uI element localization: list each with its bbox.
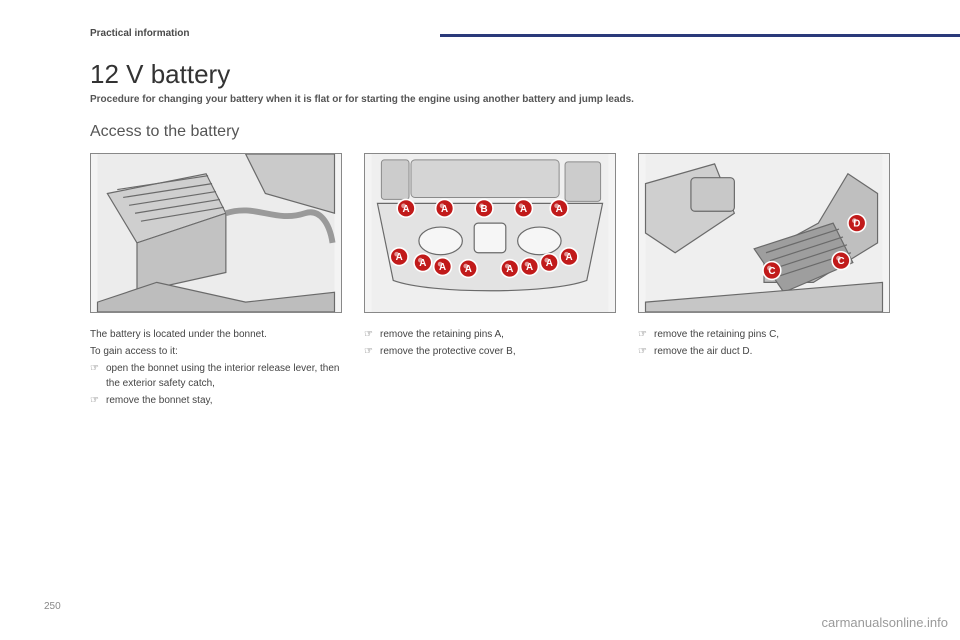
pin-A: A xyxy=(501,260,519,278)
col1-text: The battery is located under the bonnet.… xyxy=(90,327,342,410)
svg-text:A: A xyxy=(403,204,410,215)
list-item: open the bonnet using the interior relea… xyxy=(90,361,342,391)
pin-D: D xyxy=(848,214,866,232)
svg-text:A: A xyxy=(465,264,472,275)
pin-B: B xyxy=(475,199,493,217)
pin-A: A xyxy=(550,199,568,217)
column-1: The battery is located under the bonnet.… xyxy=(90,153,342,410)
svg-text:A: A xyxy=(506,264,513,275)
svg-text:A: A xyxy=(441,204,448,215)
svg-text:A: A xyxy=(526,262,533,273)
svg-text:B: B xyxy=(481,204,488,215)
col3-text: remove the retaining pins C, remove the … xyxy=(638,327,890,361)
svg-text:A: A xyxy=(439,262,446,273)
page-number: 250 xyxy=(44,601,61,612)
list-item: remove the retaining pins C, xyxy=(638,327,890,342)
col1-lead: The battery is located under the bonnet. xyxy=(90,327,342,342)
col2-bullets: remove the retaining pins A, remove the … xyxy=(364,327,616,359)
pin-A: A xyxy=(540,254,558,272)
figure-1 xyxy=(90,153,342,313)
col1-bullets: open the bonnet using the interior relea… xyxy=(90,361,342,408)
intro-text: Procedure for changing your battery when… xyxy=(90,94,890,105)
pin-C: C xyxy=(832,252,850,270)
col2-text: remove the retaining pins A, remove the … xyxy=(364,327,616,361)
column-2: A A A A A A A A A A A xyxy=(364,153,616,410)
pin-A: A xyxy=(436,199,454,217)
list-item: remove the bonnet stay, xyxy=(90,393,342,408)
page-title: 12 V battery xyxy=(90,59,890,90)
svg-text:D: D xyxy=(853,219,860,230)
svg-text:A: A xyxy=(565,252,572,263)
col3-bullets: remove the retaining pins C, remove the … xyxy=(638,327,890,359)
list-item: remove the retaining pins A, xyxy=(364,327,616,342)
watermark: carmanualsonline.info xyxy=(822,615,948,630)
pin-A: A xyxy=(434,258,452,276)
col1-sub: To gain access to it: xyxy=(90,344,342,359)
pin-C: C xyxy=(763,262,781,280)
svg-text:C: C xyxy=(837,256,844,267)
pin-A: A xyxy=(560,248,578,266)
columns: The battery is located under the bonnet.… xyxy=(90,153,890,410)
list-item: remove the air duct D. xyxy=(638,344,890,359)
pin-A: A xyxy=(515,199,533,217)
svg-text:A: A xyxy=(520,204,527,215)
subtitle: Access to the battery xyxy=(90,123,890,141)
pin-A: A xyxy=(390,248,408,266)
svg-text:A: A xyxy=(546,258,553,269)
page-content: Practical information 12 V battery Proce… xyxy=(0,0,960,410)
figure-2: A A A A A A A A A A A xyxy=(364,153,616,313)
column-3: C C D remove the retaining pins C, remov… xyxy=(638,153,890,410)
svg-text:A: A xyxy=(396,252,403,263)
pin-A: A xyxy=(459,260,477,278)
pin-A: A xyxy=(397,199,415,217)
pin-A: A xyxy=(521,258,539,276)
svg-text:C: C xyxy=(768,266,775,277)
figure-3: C C D xyxy=(638,153,890,313)
svg-text:A: A xyxy=(419,258,426,269)
svg-text:A: A xyxy=(556,204,563,215)
list-item: remove the protective cover B, xyxy=(364,344,616,359)
header-rule xyxy=(440,34,960,37)
pin-A: A xyxy=(414,254,432,272)
